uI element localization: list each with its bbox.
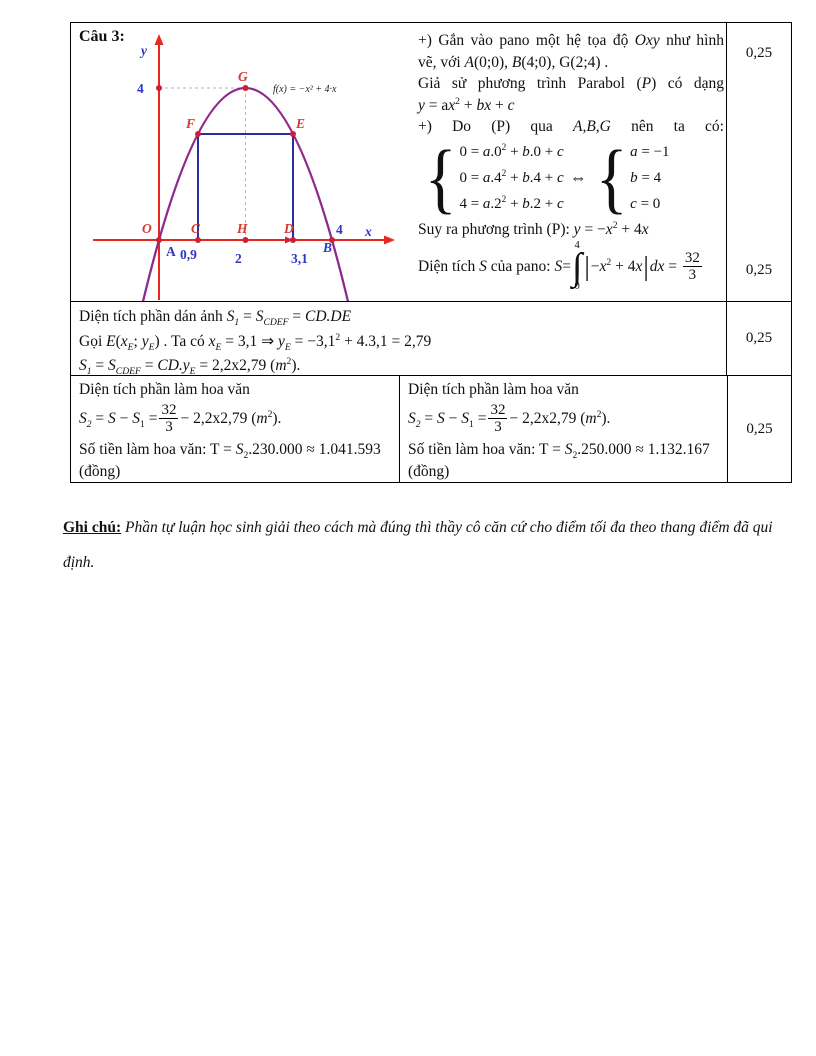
solution-line: Số tiền làm hoa văn: T = S2.230.000 ≈ 1.… [79, 441, 381, 462]
score-badge: 0,25 [746, 420, 773, 437]
fraction-32-3: 32 3 [682, 249, 702, 284]
x-axis-arrow [384, 235, 395, 245]
equation: c = 0 [630, 195, 661, 212]
point-label-H: H [236, 221, 248, 236]
question-label: Câu 3: [79, 28, 125, 45]
equation: 4 = a.22 + b.2 + c [459, 194, 564, 212]
rectangle-cdef [197, 133, 294, 240]
solution-line: S1 = SCDEF = CD.yE = 2,2x2,79 (m2). [79, 355, 301, 375]
row1-content-cell: Câu 3: [71, 23, 727, 301]
point-label-A: A [166, 244, 176, 259]
equation: 0 = a.42 + b.4 + c [459, 168, 564, 186]
fraction-numerator: 32 [159, 401, 179, 419]
system-equations: 0 = a.02 + b.0 + c 0 = a.42 + b.4 + c 4 … [459, 139, 563, 217]
solution-line: (đồng) [408, 463, 450, 480]
fraction-numerator: 32 [488, 401, 508, 419]
expression: − 2,2x2,79 (m2). [180, 408, 282, 427]
parabola-graph: y 4 G f(x) = −x² + 4·x F E O C H D 4 x A… [93, 34, 395, 301]
x-axis-label: x [364, 224, 372, 239]
row3-left-cell: Diện tích phần làm hoa văn S2 = S − S1 =… [71, 376, 400, 482]
left-brace: { [595, 133, 628, 221]
conclusion-line: Suy ra phương trình (P): y = −x2 + 4x [418, 219, 649, 238]
point-label-E: E [295, 116, 305, 131]
solution-line: Giả sử phương trình Parabol (P) có dạng [418, 75, 725, 93]
iff-symbol: ⇔ [569, 168, 587, 188]
equation: 0 = a.02 + b.0 + c [459, 142, 564, 160]
table-row-1: Câu 3: [71, 23, 791, 302]
row2-score-cell: 0,25 [727, 302, 791, 375]
left-brace: { [424, 133, 457, 221]
area-integral-line: Diện tích S của pano: S= 4 ∫ 0 | −x2 + 4… [418, 241, 724, 292]
integral-sign: ∫ [571, 245, 583, 288]
fraction-denominator: 3 [688, 267, 697, 284]
integral-lower-bound: 0 [574, 280, 580, 292]
point-label-G: G [238, 69, 248, 84]
equals: = [664, 257, 681, 275]
row1-score-cell: 0,25 0,25 [727, 23, 791, 301]
solution-line: (đồng) [79, 463, 121, 480]
row1-solution-text: +) Gắn vào pano một hệ tọa độ Oxy như hì… [418, 30, 725, 292]
y-axis-label: y [139, 43, 148, 58]
abs-bar: | [643, 251, 649, 282]
point-label-C: C [191, 221, 201, 236]
solution-line: S2 = S − S1 = 32 3 − 2,2x2,79 (m2). [79, 400, 391, 437]
fraction-32-3: 32 3 [159, 401, 179, 435]
fraction-32-3: 32 3 [488, 401, 508, 435]
y-axis-arrow [154, 34, 164, 45]
point-label-F: F [185, 116, 195, 131]
equation: a = −1 [630, 143, 670, 160]
integral-prefix: Diện tích S của pano: S= [418, 257, 571, 275]
point-label-O: O [142, 221, 152, 236]
expression: − 2,2x2,79 (m2). [509, 408, 611, 427]
point-label-B: B [322, 240, 332, 255]
dashed-guides [159, 87, 246, 240]
table-row-2: Diện tích phần dán ảnh S1 = SCDEF = CD.D… [71, 302, 791, 376]
solution-line: S2 = S − S1 = 32 3 − 2,2x2,79 (m2). [408, 400, 719, 437]
score-badge: 0,25 [745, 262, 773, 278]
integrand: −x2 + 4x [590, 256, 643, 275]
function-label: f(x) = −x² + 4·x [273, 84, 337, 95]
solution-line: Diện tích phần làm hoa văn [79, 381, 250, 398]
solution-line: Số tiền làm hoa văn: T = S2.250.000 ≈ 1.… [408, 441, 710, 462]
segment-arrow [285, 236, 293, 244]
score-badge: 0,25 [745, 45, 773, 61]
solution-line: Diện tích phần dán ảnh S1 = SCDEF = CD.D… [79, 308, 352, 329]
footer-note: Ghi chú: Phần tự luận học sinh giải theo… [63, 519, 773, 571]
row2-content-cell: Diện tích phần dán ảnh S1 = SCDEF = CD.D… [71, 302, 727, 375]
abs-bar: | [584, 251, 590, 282]
y-tick-4: 4 [137, 81, 144, 96]
fraction-numerator: 32 [682, 249, 702, 268]
fraction-denominator: 3 [494, 419, 502, 435]
x-tick-31: 3,1 [291, 251, 308, 266]
system-solutions: a = −1 b = 4 c = 0 [630, 139, 669, 217]
solution-line: Gọi E(xE; yE) . Ta có xE = 3,1 ⇒ yE = −3… [79, 331, 432, 353]
point-label-D: D [283, 221, 294, 236]
solution-line: Diện tích phần làm hoa văn [408, 381, 579, 398]
answer-table: Câu 3: [70, 22, 792, 483]
integral-upper-bound: 4 [574, 240, 580, 252]
point-dots [156, 85, 335, 243]
equation-system: { 0 = a.02 + b.0 + c 0 = a.42 + b.4 + c … [422, 133, 724, 221]
equation: b = 4 [630, 169, 662, 186]
solution-line: y = ax2 + bx + c [418, 95, 515, 114]
solution-line: vẽ, với A(0;0), B(4;0), G(2;4) . [418, 53, 609, 71]
table-row-3: Diện tích phần làm hoa văn S2 = S − S1 =… [71, 376, 791, 482]
score-badge: 0,25 [745, 330, 773, 346]
expression: S2 = S − S1 = [79, 409, 158, 430]
x-tick-4: 4 [336, 222, 343, 237]
solution-line: +) Gắn vào pano một hệ tọa độ Oxy như hì… [418, 32, 724, 49]
x-tick-2: 2 [235, 251, 242, 266]
integral-symbol: 4 ∫ 0 [572, 241, 582, 292]
row3-right-cell: Diện tích phần làm hoa văn S2 = S − S1 =… [400, 376, 728, 482]
x-tick-09: 0,9 [180, 247, 197, 262]
solution-line: +) Do (P) qua A,B,G nên ta có: [418, 118, 724, 136]
fraction-denominator: 3 [165, 419, 173, 435]
expression: S2 = S − S1 = [408, 409, 487, 430]
dx: dx [649, 257, 665, 275]
row3-score-cell: 0,25 [728, 376, 791, 482]
